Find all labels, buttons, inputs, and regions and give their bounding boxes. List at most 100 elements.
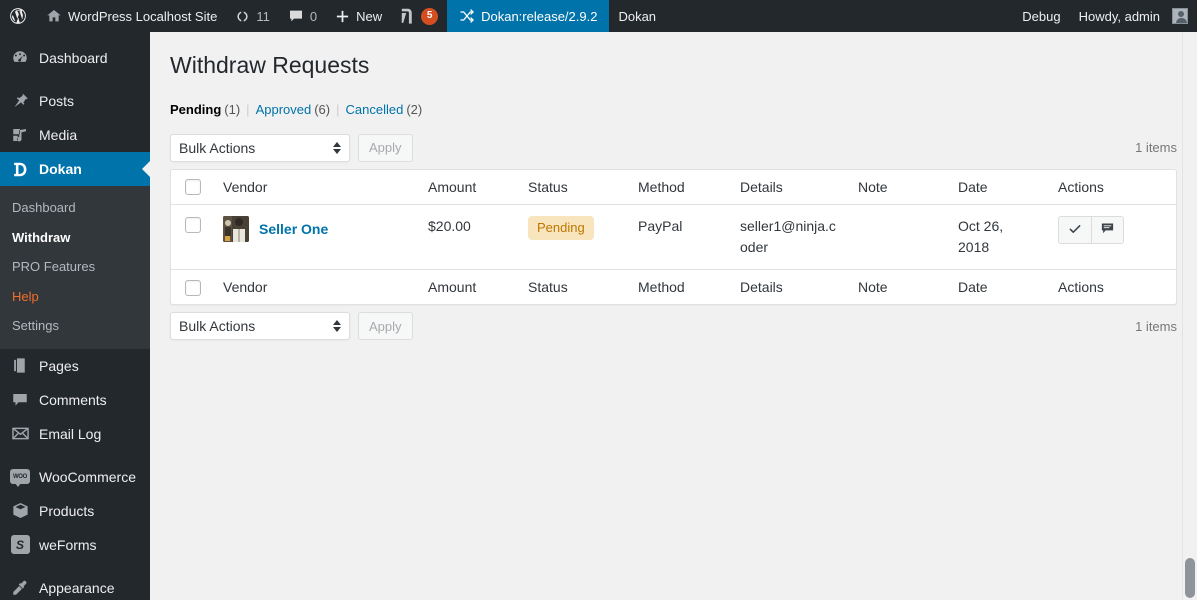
sidebar-item-label: weForms bbox=[39, 536, 97, 553]
note-button[interactable] bbox=[1091, 217, 1123, 244]
row-action-group bbox=[1058, 216, 1124, 245]
select-all-checkbox-bottom[interactable] bbox=[185, 279, 201, 296]
filter-approved-link[interactable]: Approved bbox=[255, 101, 312, 117]
status-filter-links: Pending (1) | Approved (6) | Cancelled (… bbox=[170, 97, 1177, 123]
submenu-item-withdraw[interactable]: Withdraw bbox=[12, 229, 71, 245]
sidebar-item-posts[interactable]: Posts bbox=[0, 84, 150, 118]
git-branch-label: Dokan:release/2.9.2 bbox=[481, 8, 598, 24]
page-title: Withdraw Requests bbox=[170, 52, 370, 78]
row-select-cell bbox=[171, 205, 213, 269]
filter-pending: Pending (1) | bbox=[170, 97, 256, 123]
sidebar-item-weforms[interactable]: S weForms bbox=[0, 528, 150, 562]
footer-column-date[interactable]: Date bbox=[948, 269, 1048, 304]
column-header-method[interactable]: Method bbox=[628, 170, 730, 206]
submenu-item-dashboard[interactable]: Dashboard bbox=[12, 200, 76, 215]
cell-date: Oct 26, 2018 bbox=[958, 218, 1004, 256]
debug-menu[interactable]: Debug bbox=[1013, 0, 1069, 32]
git-branch-menu[interactable]: Dokan:release/2.9.2 bbox=[447, 0, 610, 32]
note-icon bbox=[1100, 221, 1115, 239]
scrollbar-thumb[interactable] bbox=[1185, 558, 1195, 598]
menu-spacer bbox=[0, 562, 150, 571]
new-content-menu[interactable]: New bbox=[326, 0, 391, 32]
pin-icon bbox=[10, 91, 30, 111]
envelope-icon bbox=[10, 424, 30, 444]
page-icon bbox=[10, 356, 30, 376]
wordpress-logo-menu[interactable] bbox=[0, 0, 37, 32]
filter-divider: | bbox=[336, 101, 340, 117]
sidebar-item-appearance[interactable]: Appearance bbox=[0, 571, 150, 600]
column-header-vendor[interactable]: Vendor bbox=[213, 170, 418, 206]
seo-menu[interactable]: 5 bbox=[391, 0, 447, 32]
cell-method: PayPal bbox=[638, 218, 683, 235]
column-header-details[interactable]: Details bbox=[730, 170, 848, 206]
sidebar-item-products[interactable]: Products bbox=[0, 494, 150, 528]
column-header-status[interactable]: Status bbox=[518, 170, 628, 206]
comments-menu[interactable]: 0 bbox=[279, 0, 326, 32]
footer-column-actions[interactable]: Actions bbox=[1048, 269, 1176, 304]
items-count-bottom: 1 items bbox=[1135, 318, 1177, 334]
bulk-actions-select-bottom[interactable]: Bulk Actions bbox=[170, 312, 350, 341]
sidebar-item-label: Comments bbox=[39, 391, 107, 408]
footer-column-method[interactable]: Method bbox=[628, 269, 730, 304]
updates-icon bbox=[235, 9, 250, 24]
sidebar-item-comments[interactable]: Comments bbox=[0, 383, 150, 417]
sidebar-item-label: Dokan bbox=[39, 161, 82, 177]
filter-pending-link[interactable]: Pending bbox=[170, 101, 222, 117]
sidebar-item-dashboard[interactable]: Dashboard bbox=[0, 41, 150, 75]
main-content: Withdraw Requests Pending (1) | Approved… bbox=[150, 32, 1197, 600]
avatar bbox=[1172, 8, 1188, 24]
apply-button-bottom[interactable]: Apply bbox=[358, 312, 413, 341]
select-all-checkbox-top[interactable] bbox=[185, 179, 201, 196]
column-header-date[interactable]: Date bbox=[948, 170, 1048, 206]
sidebar-item-woocommerce[interactable]: WOO WooCommerce bbox=[0, 460, 150, 494]
comment-icon bbox=[288, 8, 304, 24]
select-all-footer bbox=[171, 269, 213, 304]
brush-icon bbox=[10, 578, 30, 598]
vendor-avatar bbox=[223, 216, 249, 243]
cell-amount: $20.00 bbox=[428, 218, 471, 235]
menu-spacer bbox=[0, 451, 150, 460]
submenu-item-pro-features[interactable]: PRO Features bbox=[12, 259, 96, 275]
footer-column-details[interactable]: Details bbox=[730, 269, 848, 304]
sidebar-item-dokan[interactable]: Dokan bbox=[0, 152, 150, 186]
sidebar-item-label: Products bbox=[39, 502, 95, 519]
select-all-header bbox=[171, 170, 213, 206]
submenu-item-help[interactable]: Help bbox=[12, 288, 39, 304]
dokan-menu[interactable]: Dokan bbox=[609, 0, 665, 32]
sidebar-item-email-log[interactable]: Email Log bbox=[0, 417, 150, 451]
tablenav-bottom: Bulk Actions Apply 1 items bbox=[170, 311, 1177, 341]
debug-label: Debug bbox=[1022, 8, 1061, 24]
admin-bar-spacer bbox=[665, 0, 1013, 32]
approve-button[interactable] bbox=[1059, 217, 1091, 244]
site-name-menu[interactable]: WordPress Localhost Site bbox=[37, 0, 226, 32]
column-header-actions[interactable]: Actions bbox=[1048, 170, 1176, 206]
footer-column-status[interactable]: Status bbox=[518, 269, 628, 304]
submenu-item-settings[interactable]: Settings bbox=[12, 318, 59, 334]
bulk-actions-select-top[interactable]: Bulk Actions bbox=[170, 133, 350, 162]
my-account-menu[interactable]: Howdy, admin bbox=[1070, 0, 1197, 32]
column-header-note[interactable]: Note bbox=[848, 170, 948, 206]
table-row: Seller One $20.00 Pending PayPal seller1… bbox=[171, 205, 1176, 269]
new-label: New bbox=[356, 8, 383, 24]
vertical-scrollbar[interactable] bbox=[1182, 32, 1197, 600]
table-footer-row: Vendor Amount Status Method Details Note… bbox=[171, 269, 1176, 304]
row-checkbox[interactable] bbox=[185, 217, 201, 234]
updates-menu[interactable]: 11 bbox=[226, 0, 279, 32]
footer-column-note[interactable]: Note bbox=[848, 269, 948, 304]
bulk-actions-select-wrapper: Bulk Actions bbox=[170, 312, 350, 341]
footer-column-vendor[interactable]: Vendor bbox=[213, 269, 418, 304]
filter-cancelled-link[interactable]: Cancelled bbox=[345, 101, 404, 117]
column-header-amount[interactable]: Amount bbox=[418, 170, 518, 206]
apply-button-top[interactable]: Apply bbox=[358, 133, 413, 162]
dokan-menu-label: Dokan bbox=[618, 8, 657, 24]
sidebar-item-media[interactable]: Media bbox=[0, 118, 150, 152]
footer-column-amount[interactable]: Amount bbox=[418, 269, 518, 304]
sidebar-item-label: Pages bbox=[39, 357, 79, 374]
filter-approved-count: (6) bbox=[314, 101, 331, 117]
filter-cancelled: Cancelled (2) bbox=[346, 97, 423, 123]
filter-approved: Approved (6) | bbox=[256, 97, 346, 123]
vendor-name-link[interactable]: Seller One bbox=[259, 221, 329, 238]
filter-divider: | bbox=[246, 101, 250, 117]
sidebar-item-pages[interactable]: Pages bbox=[0, 349, 150, 383]
admin-bar: WordPress Localhost Site 11 0 New bbox=[0, 0, 1197, 32]
